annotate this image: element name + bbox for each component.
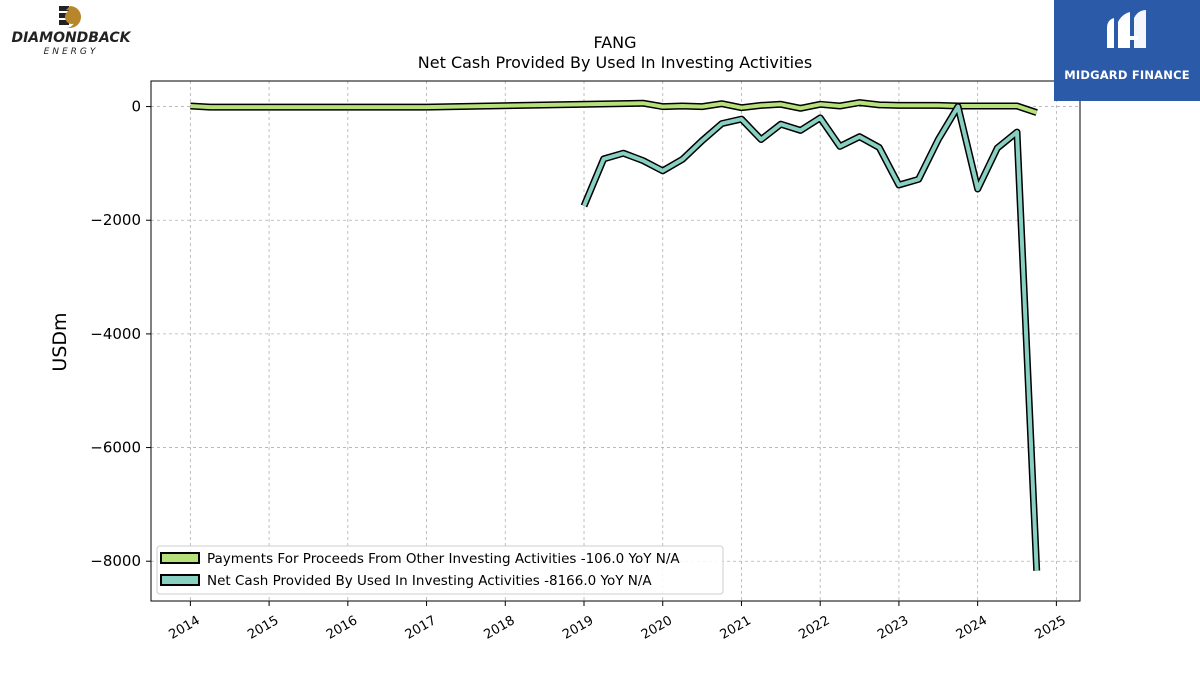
- x-tick-label: 2022: [796, 613, 832, 643]
- y-axis-label: USDm: [49, 312, 71, 371]
- diamondback-mark-icon: [59, 6, 81, 28]
- y-axis: 0 −2000 −4000 −6000 −8000: [90, 98, 151, 570]
- legend-swatch: [160, 552, 200, 564]
- diamondback-logo: DIAMONDBACK ENERGY: [4, 4, 139, 57]
- x-tick-label: 2025: [1033, 613, 1069, 643]
- logo-brand-text: DIAMONDBACK: [11, 30, 131, 46]
- x-tick-label: 2019: [560, 613, 596, 643]
- chart-title: FANG: [593, 33, 636, 52]
- x-tick-label: 2023: [875, 613, 911, 643]
- x-tick-label: 2017: [403, 613, 439, 643]
- y-tick-label: −2000: [90, 211, 141, 229]
- series-layer: [190, 99, 1041, 571]
- legend-swatch: [160, 574, 200, 586]
- series-line: [582, 104, 1039, 571]
- y-tick-label: −4000: [90, 325, 141, 343]
- legend-label: Net Cash Provided By Used In Investing A…: [207, 573, 652, 589]
- y-tick-label: −6000: [90, 439, 141, 457]
- x-tick-label: 2020: [639, 613, 675, 643]
- logo-sub-text: ENERGY: [44, 47, 99, 56]
- chart-subtitle: Net Cash Provided By Used In Investing A…: [418, 53, 812, 72]
- x-tick-label: 2015: [245, 613, 281, 643]
- legend-label: Payments For Proceeds From Other Investi…: [207, 551, 680, 567]
- y-tick-label: 0: [131, 98, 141, 116]
- x-tick-label: 2021: [718, 613, 754, 643]
- x-axis: 2014 2015 2016 2017 2018 2019 2020 2021 2022 2023…: [167, 601, 1069, 643]
- midgard-mark-icon: [1107, 10, 1146, 48]
- x-tick-label: 2024: [954, 613, 990, 643]
- plot-frame: [150, 80, 1081, 602]
- legend: Payments For Proceeds From Other Investi…: [156, 545, 724, 595]
- x-tick-label: 2016: [324, 613, 360, 643]
- y-tick-label: −8000: [90, 552, 141, 570]
- x-tick-label: 2014: [167, 613, 203, 643]
- series-line-outline: [580, 103, 1041, 571]
- x-tick-label: 2018: [481, 613, 517, 643]
- legend-box: [156, 545, 724, 595]
- logo-brand-text: MIDGARD FINANCE: [1064, 68, 1190, 82]
- midgard-finance-logo: MIDGARD FINANCE: [1054, 0, 1200, 101]
